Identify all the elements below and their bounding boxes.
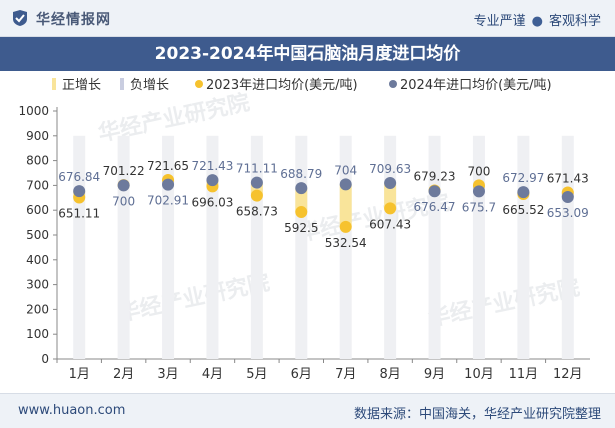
data-label-2024: 709.63 xyxy=(369,162,411,176)
column-background xyxy=(561,135,574,359)
data-label-2023: 696.03 xyxy=(191,195,233,209)
y-tick-label: 800 xyxy=(26,154,49,168)
point-2024 xyxy=(117,179,130,192)
data-label-2024: 675.7 xyxy=(462,200,496,214)
column-background xyxy=(206,135,219,359)
slogan: 专业严谨 ● 客观科学 xyxy=(474,10,601,29)
slogan-dot-icon: ● xyxy=(531,14,543,29)
data-label-2023: 701.22 xyxy=(103,164,145,178)
column-background xyxy=(517,135,530,359)
y-tick-label: 900 xyxy=(26,129,49,143)
data-label-2024: 653.09 xyxy=(547,206,589,220)
y-tick-label: 500 xyxy=(26,228,49,242)
legend-swatch-2 xyxy=(195,80,203,88)
x-tick-label: 9月 xyxy=(424,367,445,382)
legend-swatch-3 xyxy=(389,80,397,88)
point-2023 xyxy=(295,206,308,219)
data-label-2023: 671.43 xyxy=(547,171,589,185)
data-label-2023: 607.43 xyxy=(369,217,411,231)
x-tick-label: 5月 xyxy=(246,367,267,382)
x-tick-label: 4月 xyxy=(202,367,223,382)
legend-swatch-0 xyxy=(52,78,56,90)
legend-label-0: 正增长 xyxy=(62,78,101,93)
y-tick-label: 0 xyxy=(41,352,49,366)
x-tick-label: 8月 xyxy=(379,367,400,382)
point-2024 xyxy=(384,177,397,190)
x-tick-label: 10月 xyxy=(464,367,494,382)
watermark-text: 华经产业研究院 xyxy=(116,269,272,326)
slogan-left: 专业严谨 xyxy=(473,14,526,29)
y-tick-label: 1000 xyxy=(18,104,49,118)
legend-label-2: 2023年进口均价(美元/吨) xyxy=(206,78,358,93)
top-bar: 华经情报网 专业严谨 ● 客观科学 xyxy=(0,0,615,37)
y-tick-label: 200 xyxy=(26,302,49,316)
x-tick-label: 7月 xyxy=(335,367,356,382)
x-tick-label: 11月 xyxy=(509,367,539,382)
x-tick-label: 1月 xyxy=(69,367,90,382)
point-2024 xyxy=(472,185,485,198)
point-2023 xyxy=(384,202,397,215)
y-tick-label: 400 xyxy=(26,253,49,267)
data-label-2023: 658.73 xyxy=(236,205,278,219)
data-label-2024: 688.79 xyxy=(280,167,322,181)
footer-bar: www.huaon.com 数据来源：中国海关，华经产业研究院整理 xyxy=(0,393,615,428)
x-tick-label: 3月 xyxy=(157,367,178,382)
point-2024 xyxy=(428,185,441,198)
x-tick-label: 12月 xyxy=(553,367,583,382)
point-2024 xyxy=(206,174,219,187)
data-label-2024: 721.43 xyxy=(191,159,233,173)
data-source: 数据来源：中国海关，华经产业研究院整理 xyxy=(353,407,601,422)
data-label-2024: 700 xyxy=(112,194,135,208)
x-tick-label: 2月 xyxy=(113,367,134,382)
legend-swatch-1 xyxy=(120,78,124,90)
data-label-2024: 672.97 xyxy=(502,171,544,185)
brand-name: 华经情报网 xyxy=(36,12,111,28)
point-2023 xyxy=(339,220,352,233)
point-2024 xyxy=(339,178,352,191)
y-tick-label: 600 xyxy=(26,203,49,217)
data-label-2024: 704 xyxy=(334,163,357,177)
x-tick-label: 6月 xyxy=(291,367,312,382)
data-label-2023: 679.23 xyxy=(414,170,456,184)
point-2024 xyxy=(73,185,86,198)
legend-label-3: 2024年进口均价(美元/吨) xyxy=(400,78,552,93)
huajing-logo-icon xyxy=(13,10,27,26)
slogan-right: 客观科学 xyxy=(548,14,601,29)
point-2024 xyxy=(561,191,574,204)
data-label-2023: 700 xyxy=(468,164,491,178)
y-tick-label: 100 xyxy=(26,327,49,341)
data-label-2024: 676.47 xyxy=(414,200,456,214)
increase-bar xyxy=(339,184,352,227)
data-label-2023: 665.52 xyxy=(502,203,544,217)
data-label-2023: 651.11 xyxy=(58,207,100,221)
increase-bar xyxy=(295,188,308,213)
legend-label-1: 负增长 xyxy=(130,78,169,93)
data-label-2024: 702.91 xyxy=(147,194,189,208)
chart-title: 2023-2024年中国石脑油月度进口均价 xyxy=(0,37,615,71)
point-2024 xyxy=(162,178,175,191)
watermark-text: 华经产业研究院 xyxy=(426,274,582,331)
data-label-2023: 592.5 xyxy=(284,221,318,235)
column-background xyxy=(117,135,130,359)
point-2024 xyxy=(517,186,530,199)
column-background xyxy=(162,135,175,359)
point-2024 xyxy=(295,182,308,195)
increase-bar xyxy=(384,183,397,209)
data-label-2023: 532.54 xyxy=(325,236,367,250)
data-label-2023: 721.65 xyxy=(147,159,189,173)
y-tick-label: 700 xyxy=(26,178,49,192)
footer-url[interactable]: www.huaon.com xyxy=(18,403,126,418)
point-2023 xyxy=(250,189,263,202)
data-label-2024: 676.84 xyxy=(58,170,100,184)
point-2024 xyxy=(250,176,263,189)
data-label-2024: 711.11 xyxy=(236,162,278,176)
y-tick-label: 300 xyxy=(26,278,49,292)
